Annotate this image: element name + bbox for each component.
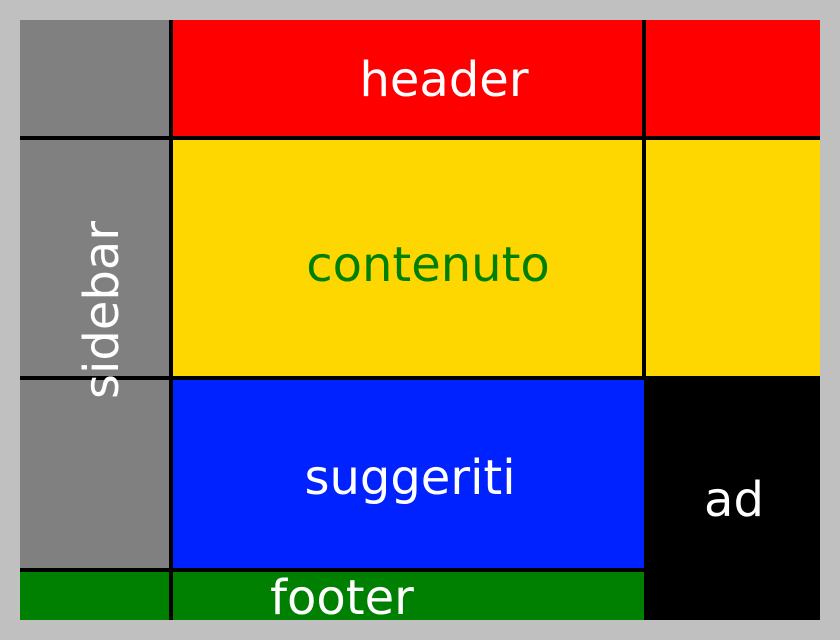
suggeriti-label: suggeriti (304, 454, 515, 502)
sidebar-label: sidebar (78, 221, 126, 399)
grid-line-horizontal-2 (20, 376, 820, 380)
contenuto-label: contenuto (306, 241, 550, 289)
ad-label: ad (704, 476, 764, 524)
grid-line-vertical-1 (169, 20, 173, 620)
grid-line-vertical-2 (642, 20, 646, 380)
header-label: header (359, 56, 528, 104)
footer-label: footer (270, 574, 414, 622)
grid-line-horizontal-1 (20, 136, 820, 140)
